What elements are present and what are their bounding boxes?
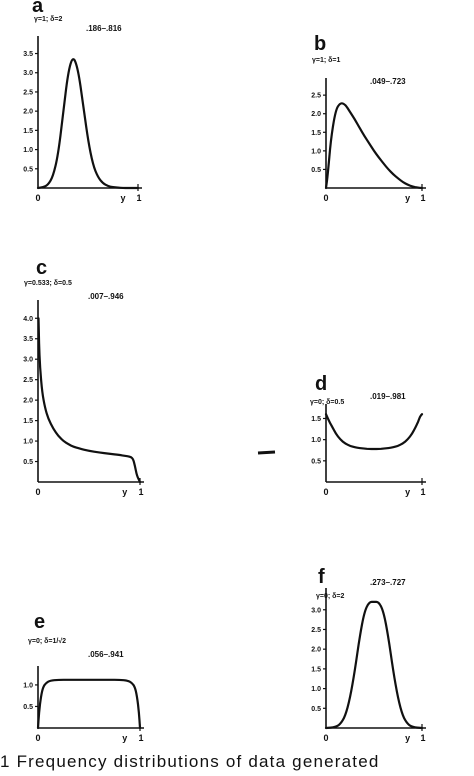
- x-tick-label: 1: [420, 733, 425, 743]
- x-tick-label: 0: [35, 487, 40, 497]
- y-tick-label: 2.0: [311, 647, 321, 654]
- x-axis-variable-label: y: [405, 733, 410, 743]
- y-tick-label: 2.5: [311, 93, 321, 100]
- x-tick-label: 1: [420, 193, 425, 203]
- y-tick-label: 2.0: [311, 111, 321, 118]
- panel-letter: b: [314, 33, 326, 55]
- range-label: .056–.941: [88, 650, 124, 659]
- y-tick-label: 1.5: [23, 128, 33, 135]
- density-curve: [324, 600, 424, 730]
- figure-caption: 1 Frequency distributions of data genera…: [0, 752, 380, 771]
- parameter-label: γ=1; δ=1: [312, 57, 340, 64]
- x-tick-label: 1: [420, 487, 425, 497]
- y-tick-label: 3.0: [311, 607, 321, 614]
- x-tick-label: 0: [323, 193, 328, 203]
- chart-panel-a: aγ=1; δ=2 .186–.816 0.5 1.0 1.5 2.0 2.5 3.0 3.5 0…: [23, 0, 142, 203]
- chart-panel-c: cγ=0.533; δ=0.5 .007–.946 0.5 1.0 1.5 2.0 2.5 3…: [23, 257, 144, 497]
- y-tick-label: 2.5: [311, 627, 321, 634]
- y-tick-label: 3.0: [23, 70, 33, 77]
- parameter-label: γ=1; δ=2: [34, 16, 62, 23]
- y-tick-label: 1.0: [23, 682, 33, 689]
- chart-panel-e: e γ=0; δ=1/√2 .056–.941 0.5 1.0 0 y 1: [23, 611, 144, 743]
- y-tick-label: 2.0: [23, 109, 33, 116]
- y-tick-label: 1.0: [311, 437, 321, 444]
- x-tick-label: 1: [136, 193, 141, 203]
- panel-letter: f: [318, 566, 325, 588]
- y-tick-label: 0.5: [23, 166, 33, 173]
- y-tick-label: 1.0: [311, 686, 321, 693]
- y-tick-label: 1.0: [23, 147, 33, 154]
- x-tick-label: 0: [323, 487, 328, 497]
- y-tick-label: 3.5: [23, 51, 33, 58]
- x-axis-variable-label: y: [122, 487, 127, 497]
- y-tick-label: 0.5: [311, 458, 321, 465]
- y-tick-label: 1.0: [311, 148, 321, 155]
- y-tick-label: 3.0: [23, 357, 33, 364]
- x-tick-label: 1: [138, 733, 143, 743]
- y-tick-label: 0.5: [311, 167, 321, 174]
- x-tick-label: 0: [35, 193, 40, 203]
- panel-letter: e: [34, 611, 45, 633]
- panel-letter: c: [36, 257, 47, 279]
- parameter-label: γ=0.533; δ=0.5: [24, 280, 72, 287]
- x-axis-variable-label: y: [120, 193, 125, 203]
- parameter-label: γ=0; δ=2: [316, 593, 344, 600]
- x-axis-variable-label: y: [405, 193, 410, 203]
- y-tick-label: 0.5: [23, 704, 33, 711]
- chart-panel-d: d γ=0; δ=0.5 .019–.981 0.5 1.0 1.5 0 y 1: [310, 373, 426, 497]
- x-axis-variable-label: y: [405, 487, 410, 497]
- density-curve: [36, 678, 142, 730]
- chart-panel-f: f γ=0; δ=2 .273–.727 0.5 1.0 1.5 2.0 2.5 3.0 0 y 1: [311, 566, 426, 743]
- range-label: .019–.981: [370, 392, 406, 401]
- x-tick-label: 1: [138, 487, 143, 497]
- y-tick-label: 3.5: [23, 336, 33, 343]
- y-tick-label: 1.5: [311, 416, 321, 423]
- y-tick-label: 2.0: [23, 398, 33, 405]
- parameter-label: γ=0; δ=1/√2: [28, 637, 66, 645]
- y-tick-label: 1.5: [311, 130, 321, 137]
- range-label: .186–.816: [86, 24, 122, 33]
- y-tick-label: 1.5: [23, 418, 33, 425]
- range-label: .007–.946: [88, 292, 124, 301]
- x-axis-variable-label: y: [122, 733, 127, 743]
- range-label: .049–.723: [370, 77, 406, 86]
- range-label: .273–.727: [370, 578, 406, 587]
- density-curve: [36, 58, 140, 190]
- y-tick-label: 0.5: [23, 459, 33, 466]
- y-tick-label: 4.0: [23, 316, 33, 323]
- parameter-label: γ=0; δ=0.5: [310, 399, 344, 406]
- y-tick-label: 2.5: [23, 377, 33, 384]
- y-tick-label: 1.5: [311, 666, 321, 673]
- x-tick-label: 0: [323, 733, 328, 743]
- density-curve: [37, 317, 142, 484]
- density-curve: [324, 102, 424, 190]
- panel-letter: a: [32, 0, 44, 17]
- x-tick-label: 0: [35, 733, 40, 743]
- chart-panel-b: b γ=1; δ=1 .049–.723 0.5 1.0 1.5 2.0 2.5 0 y 1: [311, 33, 426, 203]
- stray-dash-mark: [257, 450, 276, 455]
- y-tick-label: 0.5: [311, 706, 321, 713]
- panel-letter: d: [315, 373, 327, 395]
- y-tick-label: 1.0: [23, 439, 33, 446]
- density-curve: [324, 413, 424, 451]
- y-tick-label: 2.5: [23, 89, 33, 96]
